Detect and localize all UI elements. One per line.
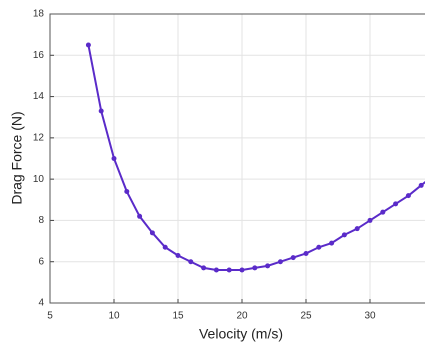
y-tick-label: 6 — [38, 256, 44, 267]
data-point — [149, 230, 155, 236]
data-point — [367, 217, 373, 223]
y-tick-label: 14 — [33, 91, 45, 102]
data-point — [226, 267, 232, 273]
x-tick-label: 20 — [236, 311, 248, 322]
x-axis-label: Velocity (m/s) — [199, 326, 283, 342]
data-point — [354, 226, 360, 232]
data-point — [98, 108, 104, 114]
x-tick-label: 30 — [364, 311, 376, 322]
plot-area — [50, 14, 425, 303]
data-point — [124, 189, 130, 195]
data-point — [265, 263, 271, 269]
data-point — [252, 265, 258, 271]
x-tick-label: 15 — [172, 311, 184, 322]
x-tick-label: 10 — [108, 311, 120, 322]
data-point — [239, 267, 245, 273]
y-tick-label: 8 — [38, 215, 44, 226]
data-point — [290, 255, 296, 261]
data-point — [303, 250, 309, 256]
data-point — [188, 259, 194, 265]
data-point — [316, 244, 322, 250]
data-point — [162, 244, 168, 250]
x-tick-label: 25 — [300, 311, 312, 322]
y-tick-label: 4 — [38, 298, 44, 309]
data-point — [380, 209, 386, 215]
data-point — [405, 193, 411, 199]
plot-frame — [49, 13, 425, 304]
y-axis-label: Drag Force (N) — [9, 111, 25, 204]
data-point — [213, 267, 219, 273]
y-tick-label: 10 — [33, 174, 45, 185]
data-point — [175, 253, 181, 259]
data-point — [137, 213, 143, 219]
y-tick-label: 18 — [33, 9, 45, 20]
data-point — [341, 232, 347, 238]
y-tick-label: 12 — [33, 132, 45, 143]
data-point — [111, 156, 117, 161]
data-point — [418, 182, 424, 188]
data-point — [329, 240, 335, 246]
data-line — [87, 44, 425, 271]
data-point — [201, 265, 207, 271]
data-point — [85, 42, 91, 48]
x-tick-label: 5 — [47, 311, 53, 322]
y-tick-label: 16 — [33, 50, 45, 61]
data-point — [277, 259, 283, 265]
data-point — [393, 201, 399, 207]
